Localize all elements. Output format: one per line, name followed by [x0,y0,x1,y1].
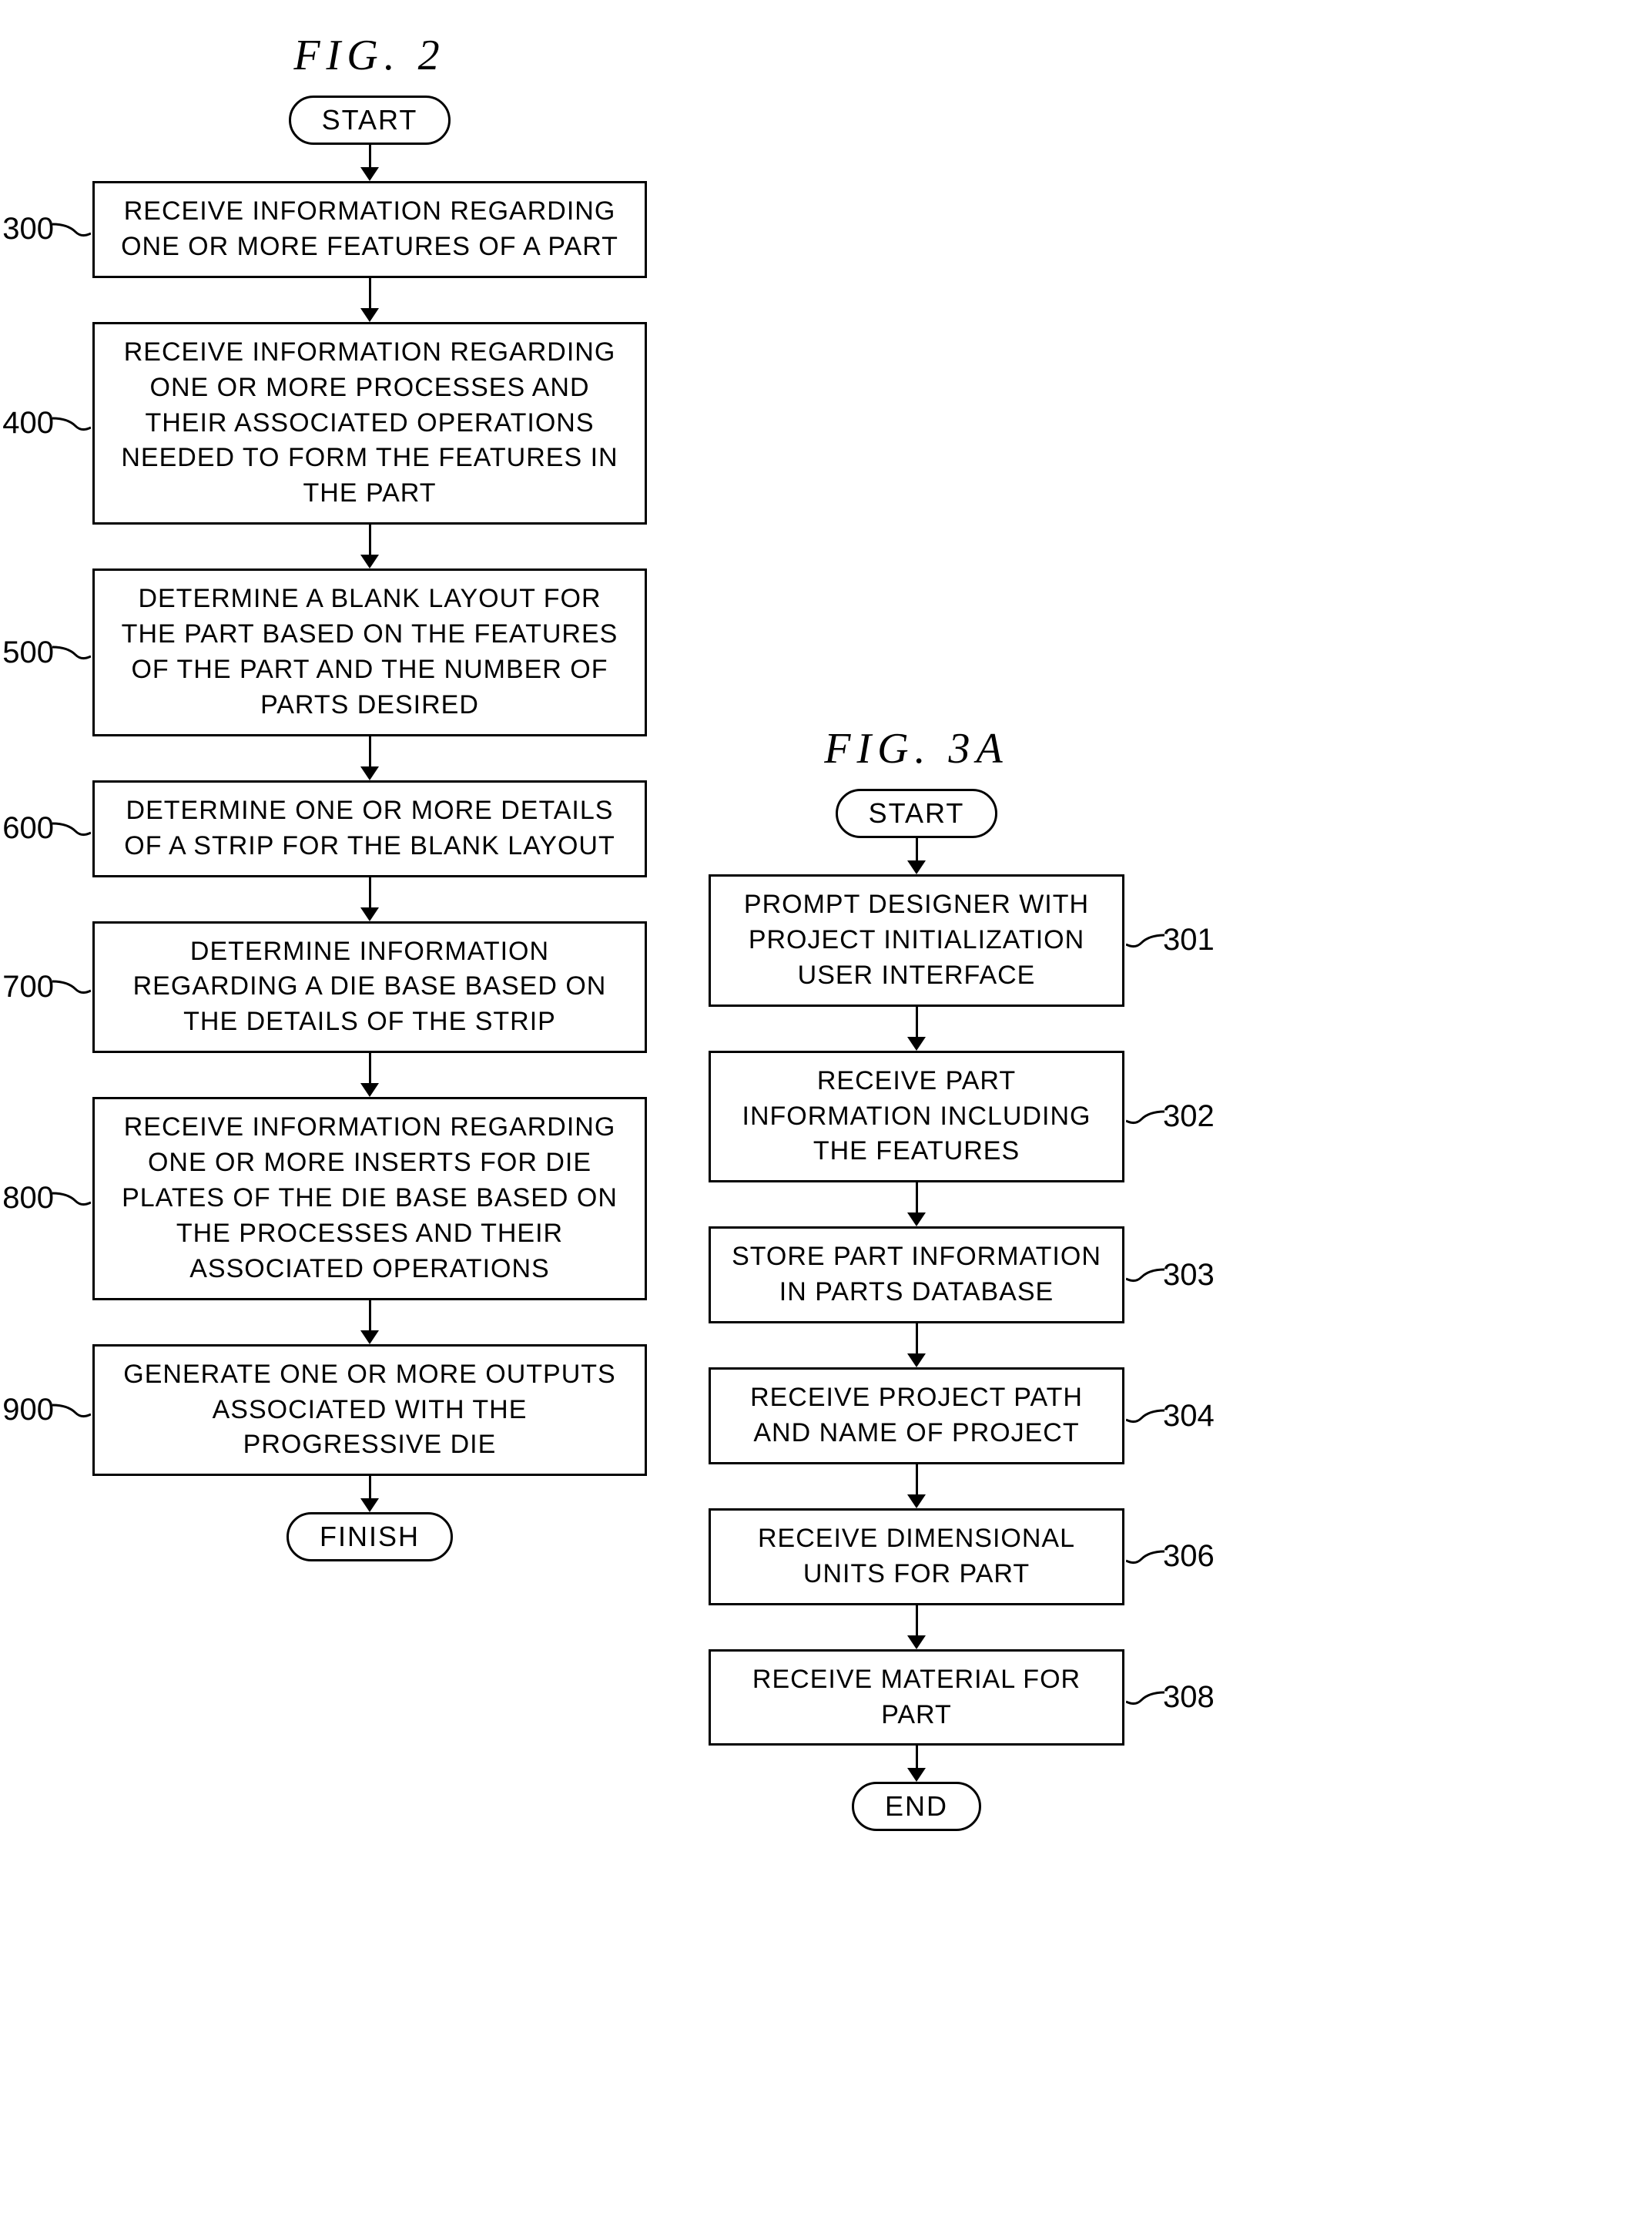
arrow-icon [907,1182,926,1226]
flowchart-step: 302RECEIVE PART INFORMATION INCLUDING TH… [709,1051,1124,1183]
step-ref-label: 306 [1163,1539,1215,1574]
flowchart-step: 308RECEIVE MATERIAL FOR PART [709,1649,1124,1746]
lead-line-icon [52,1187,91,1210]
flowchart-step: 600DETERMINE ONE OR MORE DETAILS OF A ST… [92,780,647,877]
step-ref-label: 500 [2,636,54,670]
fig3a-title: FIG. 3A [824,724,1009,773]
flowchart-step: 700DETERMINE INFORMATION REGARDING A DIE… [92,921,647,1054]
flowchart-step: 500DETERMINE A BLANK LAYOUT FOR THE PART… [92,568,647,736]
arrow-icon [360,145,379,181]
lead-line-icon [52,817,91,840]
arrow-icon [907,1007,926,1051]
step-ref-label: 400 [2,406,54,441]
arrow-icon [360,877,379,921]
lead-line-icon [1126,1686,1164,1709]
step-ref-label: 300 [2,212,54,247]
flowchart-fig2: FIG. 2 START 300RECEIVE INFORMATION REGA… [92,31,647,1561]
arrow-icon [360,736,379,780]
flowchart-step: 900GENERATE ONE OR MORE OUTPUTS ASSOCIAT… [92,1344,647,1477]
process-box: DETERMINE A BLANK LAYOUT FOR THE PART BA… [92,568,647,736]
lead-line-icon [1126,1105,1164,1129]
flowchart-fig3a: FIG. 3A START 301PROMPT DESIGNER WITH PR… [709,724,1124,1831]
arrow-icon [907,1464,926,1508]
fig3a-start-terminator: START [836,789,998,838]
fig3a-end-terminator: END [852,1782,981,1831]
lead-line-icon [1126,1545,1164,1568]
process-box: RECEIVE PART INFORMATION INCLUDING THE F… [709,1051,1124,1183]
step-ref-label: 301 [1163,923,1215,958]
arrow-icon [360,1053,379,1097]
step-ref-label: 800 [2,1181,54,1216]
flowchart-fig3a-wrapper: FIG. 3A START 301PROMPT DESIGNER WITH PR… [709,724,1124,1831]
step-ref-label: 600 [2,811,54,846]
step-ref-label: 302 [1163,1099,1215,1134]
flowchart-step: 300RECEIVE INFORMATION REGARDING ONE OR … [92,181,647,278]
lead-line-icon [52,412,91,435]
fig2-title: FIG. 2 [293,31,445,80]
process-box: STORE PART INFORMATION IN PARTS DATABASE [709,1226,1124,1323]
step-ref-label: 700 [2,970,54,1004]
lead-line-icon [52,975,91,998]
page-container: FIG. 2 START 300RECEIVE INFORMATION REGA… [15,31,1637,1831]
arrow-icon [360,525,379,568]
arrow-icon [360,278,379,322]
lead-line-icon [52,1399,91,1422]
flowchart-step: 400RECEIVE INFORMATION REGARDING ONE OR … [92,322,647,525]
flowchart-step: 301PROMPT DESIGNER WITH PROJECT INITIALI… [709,874,1124,1007]
arrow-icon [907,838,926,874]
lead-line-icon [52,218,91,241]
fig2-finish-terminator: FINISH [287,1512,453,1561]
process-box: RECEIVE INFORMATION REGARDING ONE OR MOR… [92,1097,647,1300]
process-box: PROMPT DESIGNER WITH PROJECT INITIALIZAT… [709,874,1124,1007]
flowchart-step: 306RECEIVE DIMENSIONAL UNITS FOR PART [709,1508,1124,1605]
flowchart-step: 800RECEIVE INFORMATION REGARDING ONE OR … [92,1097,647,1300]
process-box: RECEIVE MATERIAL FOR PART [709,1649,1124,1746]
step-ref-label: 303 [1163,1258,1215,1293]
step-ref-label: 304 [1163,1399,1215,1434]
lead-line-icon [1126,1404,1164,1427]
flowchart-step: 303STORE PART INFORMATION IN PARTS DATAB… [709,1226,1124,1323]
lead-line-icon [1126,1263,1164,1286]
step-ref-label: 308 [1163,1680,1215,1715]
arrow-icon [360,1476,379,1512]
lead-line-icon [1126,929,1164,952]
step-ref-label: 900 [2,1393,54,1427]
arrow-icon [907,1605,926,1649]
flowchart-step: 304RECEIVE PROJECT PATH AND NAME OF PROJ… [709,1367,1124,1464]
process-box: RECEIVE DIMENSIONAL UNITS FOR PART [709,1508,1124,1605]
fig2-start-terminator: START [289,96,451,145]
arrow-icon [360,1300,379,1344]
process-box: RECEIVE INFORMATION REGARDING ONE OR MOR… [92,181,647,278]
process-box: DETERMINE INFORMATION REGARDING A DIE BA… [92,921,647,1054]
process-box: DETERMINE ONE OR MORE DETAILS OF A STRIP… [92,780,647,877]
arrow-icon [907,1746,926,1782]
process-box: RECEIVE INFORMATION REGARDING ONE OR MOR… [92,322,647,525]
process-box: GENERATE ONE OR MORE OUTPUTS ASSOCIATED … [92,1344,647,1477]
process-box: RECEIVE PROJECT PATH AND NAME OF PROJECT [709,1367,1124,1464]
arrow-icon [907,1323,926,1367]
lead-line-icon [52,641,91,664]
